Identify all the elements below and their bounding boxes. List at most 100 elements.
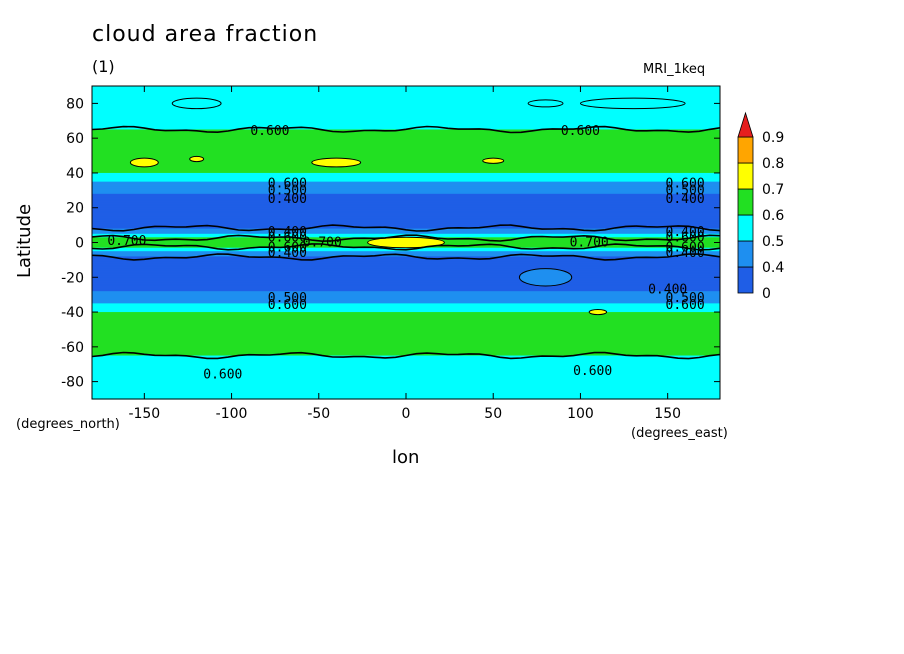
- contour-band: [92, 272, 720, 275]
- contour-band: [92, 359, 720, 362]
- x-tick-label: -150: [128, 406, 160, 422]
- contour-band: [92, 345, 720, 348]
- contour-band: [92, 313, 720, 317]
- y-tick-label: 40: [66, 166, 84, 182]
- contour-band: [92, 341, 720, 344]
- contour-label: 0.700: [107, 234, 146, 249]
- contour-band: [92, 192, 720, 195]
- contour-band: [92, 379, 720, 383]
- contour-band: [92, 153, 720, 157]
- contour-band: [92, 98, 720, 101]
- x-tick-label: 150: [654, 406, 681, 422]
- contour-band: [92, 106, 720, 110]
- contour-band: [92, 367, 720, 371]
- contour-band: [92, 270, 720, 273]
- contour-band: [92, 209, 720, 212]
- contour-band: [92, 348, 720, 351]
- contour-band: [92, 357, 720, 360]
- contour-label: 0.600: [666, 241, 705, 256]
- x-tick-label: 100: [567, 406, 594, 422]
- contour-label: 0.500: [666, 291, 705, 306]
- contour-label: 0.600: [561, 124, 600, 139]
- colorbar-label: 0.9: [762, 130, 784, 146]
- contour-band: [92, 378, 720, 381]
- contour-band: [92, 386, 720, 390]
- contour-band: [92, 207, 720, 211]
- contour-band: [92, 145, 720, 148]
- contour-band: [92, 131, 720, 134]
- contour-band: [92, 364, 720, 367]
- contour-band: [92, 291, 720, 294]
- contour-band: [92, 136, 720, 139]
- contour-band: [92, 124, 720, 127]
- contour-band: [92, 165, 720, 169]
- contour-band: [92, 350, 720, 353]
- contour-band: [92, 120, 720, 124]
- contour-blob: [129, 157, 159, 168]
- chart-subtitle: (1): [92, 57, 115, 76]
- contour-band: [92, 146, 720, 150]
- contour-band: [92, 134, 720, 138]
- contour-label: 0.600: [573, 364, 612, 379]
- contour-band: [92, 223, 720, 226]
- contour-label: 0.700: [570, 236, 609, 251]
- colorbar-swatch: [737, 214, 754, 242]
- colorbar-label: 0.6: [762, 208, 784, 224]
- contour-band: [92, 308, 720, 311]
- contour-band: [92, 312, 720, 315]
- contour-band: [92, 263, 720, 266]
- contour-band: [92, 265, 720, 268]
- contour-line: [91, 253, 721, 261]
- contour-band: [92, 132, 720, 136]
- contour-label: 0.400: [666, 192, 705, 207]
- contour-band: [92, 112, 720, 115]
- contour-band: [92, 115, 720, 118]
- contour-line: [91, 224, 721, 232]
- contour-band: [92, 247, 720, 251]
- contour-band: [92, 251, 720, 254]
- x-tick-label: 50: [484, 406, 502, 422]
- contour-band: [92, 190, 720, 193]
- colorbar-swatch: [737, 240, 754, 268]
- contour-label: 0.400: [268, 246, 307, 261]
- contour-band: [92, 362, 720, 365]
- y-tick-label: -60: [61, 340, 84, 356]
- contour-band: [92, 385, 720, 388]
- contour-band: [92, 371, 720, 374]
- contour-label: 0.600: [268, 241, 307, 256]
- colorbar-swatch: [737, 266, 754, 294]
- contour-band: [92, 322, 720, 325]
- colorbar-label: 0.7: [762, 182, 784, 198]
- contour-line: [91, 125, 721, 134]
- contour-band: [92, 200, 720, 204]
- contour-band: [92, 383, 720, 386]
- contour-band: [92, 204, 720, 207]
- contour-band: [92, 285, 720, 289]
- contour-blob: [518, 268, 573, 287]
- contour-band: [92, 329, 720, 332]
- contour-band: [92, 273, 720, 277]
- contour-band: [92, 167, 720, 171]
- contour-band: [92, 376, 720, 379]
- contour-band: [92, 181, 720, 184]
- contour-band: [92, 125, 720, 129]
- contour-band: [92, 277, 720, 280]
- contour-band: [92, 155, 720, 158]
- contour-band: [92, 249, 720, 252]
- contour-band: [92, 186, 720, 190]
- x-axis-label: lon: [392, 447, 420, 468]
- contour-band: [92, 258, 720, 261]
- colorbar: 0 0.4 0.5 0.6 0.7 0.8 0.9: [737, 111, 784, 302]
- contour-band: [92, 172, 720, 176]
- contour-band: [92, 221, 720, 224]
- contour-blob: [171, 97, 222, 110]
- contour-band: [92, 119, 720, 122]
- contour-band: [92, 303, 720, 306]
- contour-band: [92, 339, 720, 343]
- contour-band: [92, 355, 720, 358]
- contour-band: [92, 148, 720, 151]
- chart-title: cloud area fraction: [92, 22, 319, 47]
- contour-band: [92, 282, 720, 285]
- contour-band: [92, 338, 720, 341]
